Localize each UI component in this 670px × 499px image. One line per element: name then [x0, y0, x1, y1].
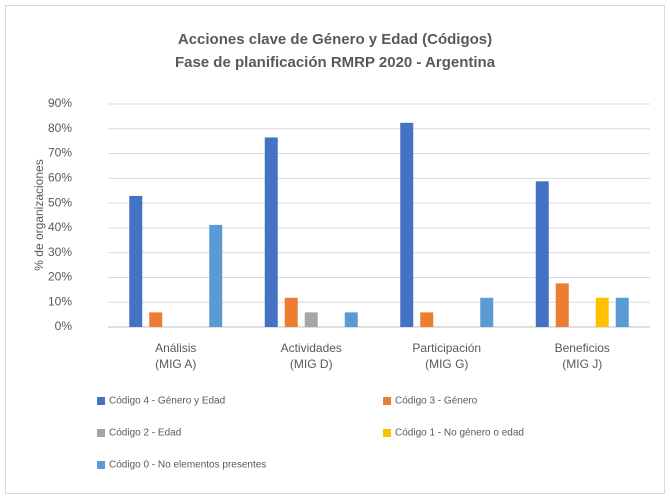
y-tick-label: 10% — [48, 294, 72, 308]
y-tick-label: 90% — [48, 96, 72, 110]
bar — [149, 312, 163, 327]
bar — [420, 312, 434, 327]
bar — [129, 195, 143, 327]
y-tick-label: 70% — [48, 146, 72, 160]
bar — [284, 297, 298, 327]
bar — [209, 224, 223, 327]
bar — [304, 312, 318, 327]
chart-subtitle: Fase de planificación RMRP 2020 - Argent… — [175, 54, 496, 71]
bar — [595, 297, 609, 327]
bar — [615, 297, 629, 327]
x-tick-label: Actividades — [281, 341, 342, 355]
bar — [480, 297, 494, 327]
chart-border — [5, 5, 665, 494]
legend-label: Código 0 - No elementos presentes — [109, 460, 266, 471]
x-tick-label: (MIG J) — [562, 357, 602, 371]
legend-swatch — [97, 461, 105, 469]
bar — [264, 137, 278, 327]
legend-label: Código 2 - Edad — [109, 428, 181, 439]
legend-swatch — [383, 397, 391, 405]
y-tick-label: 0% — [55, 319, 73, 333]
y-tick-label: 40% — [48, 220, 72, 234]
legend-label: Código 3 - Género — [395, 396, 478, 407]
y-tick-label: 20% — [48, 270, 72, 284]
x-tick-label: (MIG G) — [425, 357, 468, 371]
x-tick-label: Beneficios — [555, 341, 610, 355]
y-axis-label: % de organizaciones — [32, 159, 46, 270]
x-tick-label: Análisis — [155, 341, 196, 355]
y-tick-label: 60% — [48, 171, 72, 185]
legend-label: Código 4 - Género y Edad — [109, 396, 225, 407]
legend-swatch — [383, 429, 391, 437]
legend-label: Código 1 - No género o edad — [395, 428, 524, 439]
x-tick-label: (MIG D) — [290, 357, 333, 371]
bar — [535, 181, 549, 327]
bar — [400, 122, 414, 327]
bar — [555, 283, 569, 327]
bar — [344, 312, 358, 327]
y-tick-label: 80% — [48, 121, 72, 135]
x-tick-label: Participación — [412, 341, 481, 355]
x-tick-label: (MIG A) — [155, 357, 196, 371]
y-tick-label: 50% — [48, 195, 72, 209]
legend-swatch — [97, 397, 105, 405]
chart-title: Acciones clave de Género y Edad (Códigos… — [178, 31, 492, 48]
legend-swatch — [97, 429, 105, 437]
y-tick-label: 30% — [48, 245, 72, 259]
